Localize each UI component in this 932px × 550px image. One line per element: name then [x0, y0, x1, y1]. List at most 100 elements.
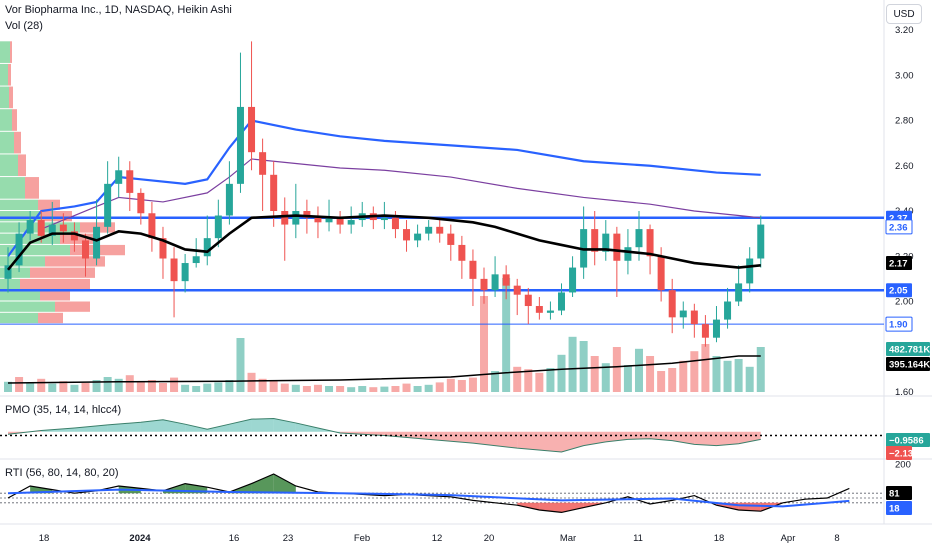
volume-bar	[291, 384, 300, 392]
candle-body	[4, 265, 12, 279]
candle-body	[757, 224, 765, 259]
candle-body	[524, 294, 532, 307]
volume-label-bg	[886, 342, 930, 356]
price-label-bg	[885, 219, 913, 235]
volume-bar	[712, 356, 721, 392]
volume-bar	[557, 354, 566, 392]
volume-profile-bar	[30, 267, 95, 278]
volume-profile-bar	[60, 233, 100, 244]
rti-indicator-label[interactable]: RTI (56, 80, 14, 80, 20)	[5, 467, 119, 479]
candle-body	[746, 258, 754, 284]
candle-body	[646, 229, 654, 257]
volume-bar	[214, 382, 223, 392]
volume-bar	[81, 383, 90, 392]
candle-body	[26, 220, 34, 234]
volume-bar	[192, 386, 201, 392]
x-tick-label: 23	[283, 533, 294, 544]
volume-bar	[679, 360, 688, 392]
candle-body	[236, 106, 244, 184]
rti-value-label: 81	[889, 489, 900, 500]
pmo-area	[295, 422, 318, 432]
volume-profile-bar	[0, 131, 14, 154]
pmo-area	[185, 424, 208, 432]
y-tick-label: 3.00	[895, 70, 914, 81]
x-tick-label: Mar	[560, 533, 576, 544]
volume-bar	[380, 386, 389, 392]
volume-bar	[623, 365, 632, 392]
candle-body	[93, 226, 101, 259]
volume-bar	[280, 383, 289, 392]
pmo-area	[251, 418, 274, 432]
candle-body	[712, 319, 720, 338]
candle-body	[15, 233, 23, 266]
candle-body	[613, 233, 621, 261]
pmo-area	[74, 424, 108, 432]
volume-profile-bar	[0, 86, 9, 109]
volume-bar	[181, 384, 190, 392]
volume-profile-bar	[45, 256, 105, 267]
candle-body	[403, 229, 411, 241]
volume-ma-label-bg	[886, 357, 930, 371]
candle-body	[668, 290, 676, 318]
candle-body	[325, 217, 333, 223]
x-tick-label: 20	[484, 533, 495, 544]
candle-body	[414, 233, 422, 241]
volume-bar	[723, 360, 732, 392]
volume-profile-bar	[12, 109, 17, 131]
candle-body	[59, 224, 67, 232]
pmo-area	[162, 419, 186, 432]
volume-bar	[114, 378, 123, 392]
volume-bar	[756, 347, 765, 392]
volume-bar	[612, 347, 621, 392]
volume-profile-bar	[55, 301, 90, 312]
price-label: 2.17	[889, 259, 908, 270]
volume-bar	[302, 386, 311, 392]
x-tick-label: 18	[39, 533, 50, 544]
volume-profile-bar	[10, 41, 12, 63]
volume-profile-bar	[0, 312, 38, 324]
candle-body	[391, 217, 399, 230]
black-moving-average-line	[6, 214, 761, 271]
candle-body	[690, 310, 698, 325]
y-tick-label: 2.60	[895, 161, 914, 172]
candle-body	[70, 231, 78, 241]
volume-bar	[247, 372, 256, 392]
pmo-area	[627, 431, 651, 440]
rti-signal-line	[7, 488, 850, 508]
currency-button[interactable]: USD	[886, 4, 922, 24]
volume-bar	[347, 387, 356, 392]
volume-bar	[147, 380, 156, 392]
volume-bar	[568, 336, 577, 392]
volume-bar	[170, 377, 179, 392]
candle-body	[214, 215, 222, 239]
volume-bar	[634, 348, 643, 392]
volume-bar	[457, 380, 466, 392]
x-tick-label: 11	[633, 533, 643, 544]
volume-profile-bar	[0, 177, 25, 199]
volume-bar	[734, 359, 743, 392]
volume-profile-bar	[0, 109, 12, 131]
volume-bar	[125, 375, 134, 392]
volume-profile-bar	[0, 244, 70, 256]
volume-profile-bar	[20, 278, 90, 290]
volume-profile-bar	[9, 86, 13, 109]
volume-bar	[15, 377, 24, 392]
pmo-indicator-label[interactable]: PMO (35, 14, 14, hlcc4)	[5, 404, 122, 416]
candle-body	[558, 292, 565, 311]
candle-body	[491, 274, 499, 291]
candle-body	[259, 152, 267, 175]
y-tick-label: 1.60	[895, 387, 914, 398]
rti-signal-label-bg	[886, 501, 912, 515]
candle-body	[115, 170, 123, 184]
pmo-area	[605, 431, 628, 442]
x-tick-label: 18	[714, 533, 725, 544]
volume-bar	[158, 383, 167, 392]
volume-bar	[92, 380, 101, 392]
volume-indicator-label[interactable]: Vol (28)	[5, 20, 43, 32]
candle-body	[303, 211, 311, 218]
candle-body	[225, 183, 233, 216]
volume-bar	[524, 369, 533, 392]
volume-bar	[402, 383, 411, 392]
volume-bar	[701, 344, 710, 392]
